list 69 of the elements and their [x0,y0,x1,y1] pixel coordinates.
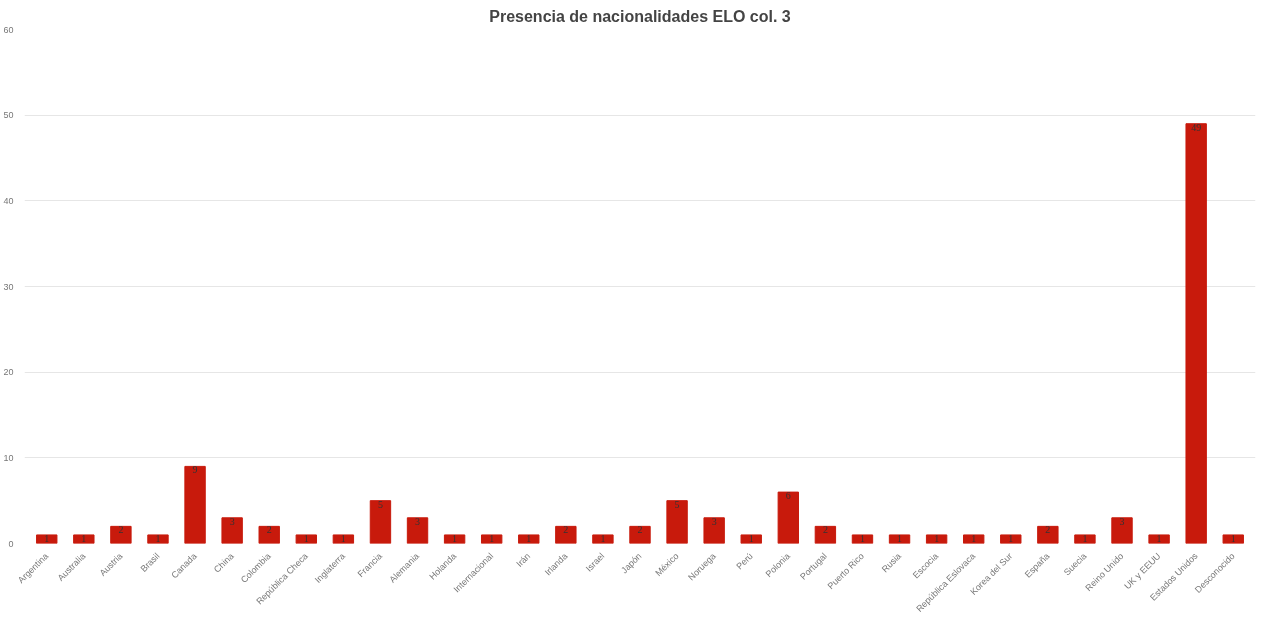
data-label: 2 [266,524,272,536]
bar [666,500,688,544]
data-label: 9 [192,464,198,476]
data-label: 2 [1045,524,1051,536]
data-label: 1 [1008,532,1014,544]
data-label: 1 [489,532,495,544]
data-label: 2 [563,524,569,536]
data-label: 3 [229,515,235,527]
data-label: 1 [934,532,940,544]
bar [963,534,985,544]
data-label: 1 [526,532,532,544]
data-label: 1 [155,532,161,544]
bar [221,517,243,544]
y-tick-label: 40 [3,195,14,206]
data-label: 1 [600,532,606,544]
y-tick-label: 20 [3,367,14,378]
bar [73,534,95,544]
data-label: 1 [81,532,87,544]
data-label: 49 [1191,121,1202,133]
bar [1185,123,1207,544]
bar [1222,534,1244,544]
bar [518,534,540,544]
bar [147,534,169,544]
bar [555,525,577,544]
data-label: 5 [377,498,383,510]
data-label: 1 [303,532,309,544]
data-label: 1 [1230,532,1236,544]
bar [369,500,392,544]
bar [592,534,614,544]
data-label: 1 [1156,532,1162,544]
bar [258,525,280,544]
data-label: 6 [785,490,791,502]
y-tick-label: 30 [3,281,14,292]
data-label: 1 [971,532,977,544]
data-label: 2 [637,524,643,536]
bar [184,465,206,544]
data-label: 1 [748,532,754,544]
bar [629,525,651,544]
data-label: 2 [118,524,124,536]
data-label: 3 [711,515,717,527]
bar [1074,534,1096,544]
data-label: 5 [674,498,680,510]
bar [1148,534,1170,544]
bar [480,534,503,544]
y-tick-label: 50 [3,110,14,121]
data-label: 1 [897,532,903,544]
data-label: 1 [859,532,865,544]
y-tick-label: 10 [3,452,14,463]
bar [110,525,132,544]
y-tick-label: 60 [3,24,14,35]
bar [1000,534,1022,544]
data-label: 1 [1082,532,1088,544]
bar [777,491,800,544]
y-tick-label: 0 [8,538,14,549]
x-tick-label: Irán [514,550,533,569]
bar [36,534,58,544]
data-label: 3 [1119,515,1125,527]
bar [406,517,429,544]
chart-title: Presencia de nacionalidades ELO col. 3 [489,7,791,25]
bar [1037,525,1059,544]
bar [740,534,762,544]
data-label: 2 [822,524,828,536]
data-label: 1 [44,532,50,544]
bar [295,534,317,544]
data-label: 1 [452,532,458,544]
bar [1111,517,1133,544]
data-label: 1 [340,532,346,544]
bar [703,517,725,544]
data-label: 3 [415,515,421,527]
